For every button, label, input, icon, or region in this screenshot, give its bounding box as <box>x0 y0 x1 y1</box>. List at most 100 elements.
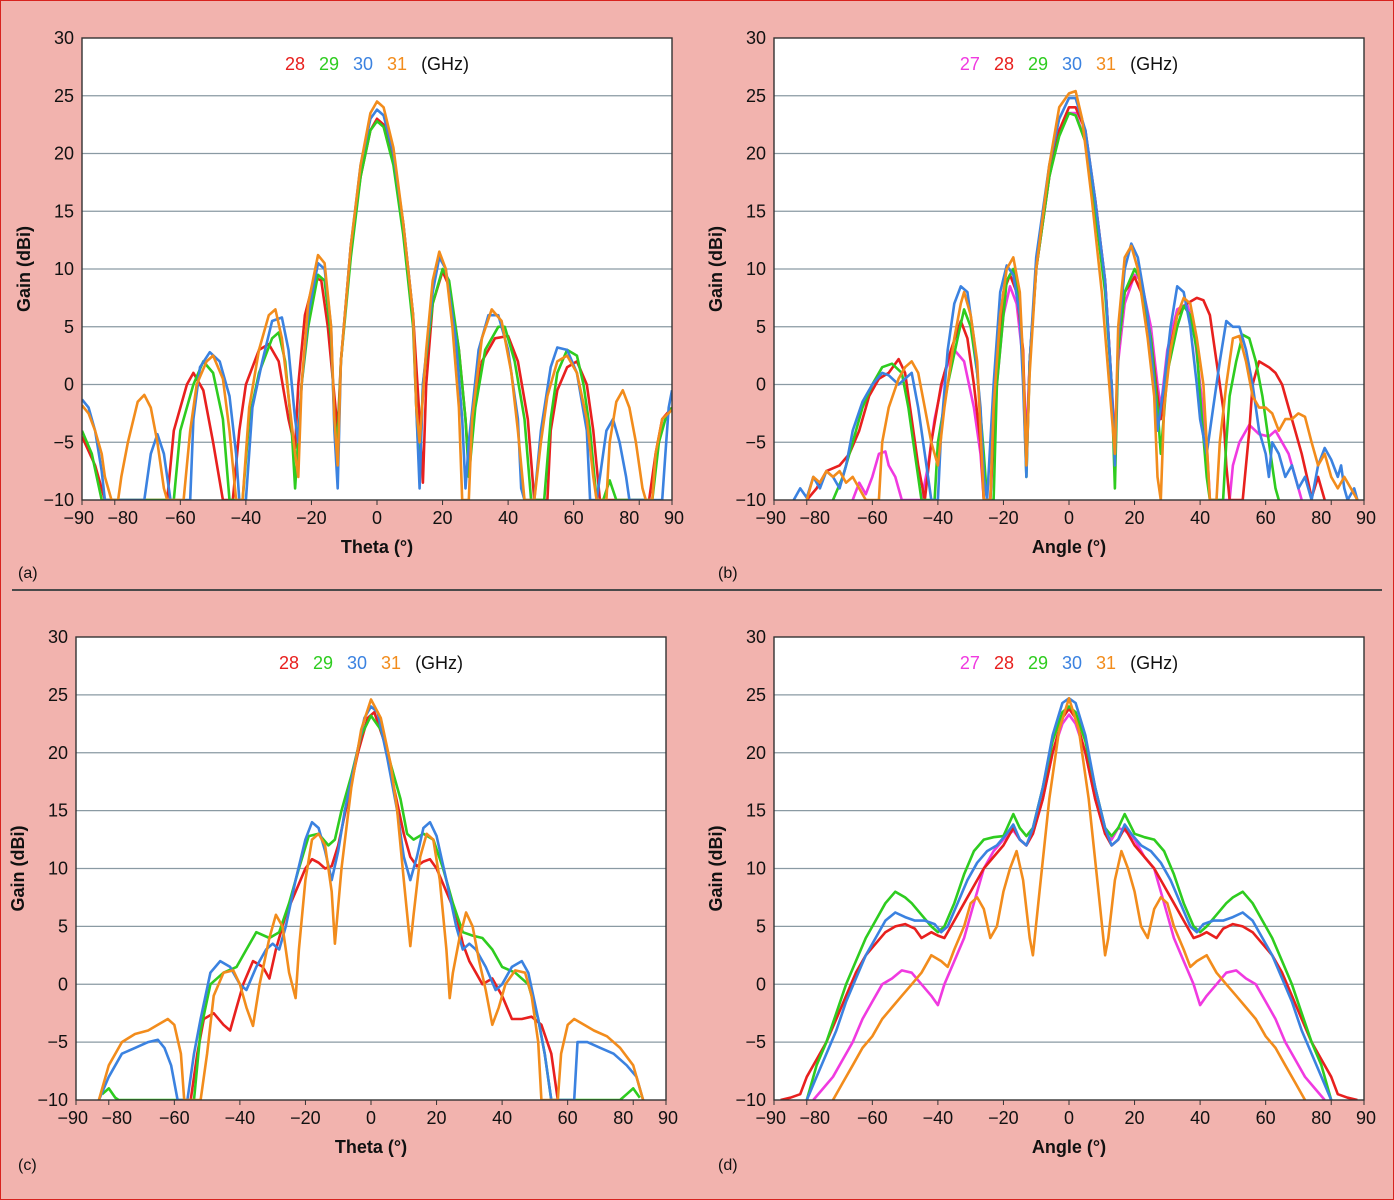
legend-item: 28 <box>994 54 1014 74</box>
y-tick-label: 20 <box>48 743 68 763</box>
series-line-28ghz <box>780 707 1358 1100</box>
legend-item: 27 <box>960 54 980 74</box>
x-tick-label: 0 <box>1064 1108 1074 1128</box>
legend-item: 29 <box>1028 54 1048 74</box>
y-tick-label: −5 <box>745 432 766 452</box>
y-tick-label: 20 <box>746 144 766 164</box>
x-tick-label: 60 <box>1256 508 1276 528</box>
y-tick-label: 5 <box>64 317 74 337</box>
x-axis-label: Theta (°) <box>341 537 413 557</box>
legend-item: 29 <box>313 653 333 673</box>
y-tick-label: −5 <box>745 1032 766 1052</box>
y-tick-label: 0 <box>756 974 766 994</box>
legend-item: 28 <box>994 653 1014 673</box>
x-tick-label: −90 <box>63 508 94 528</box>
legend-item: 30 <box>353 54 373 74</box>
x-tick-label: −40 <box>225 1108 256 1128</box>
series-line-31ghz <box>82 100 672 500</box>
legend: 27 28 29 30 31 (GHz) <box>960 653 1178 673</box>
y-tick-label: 30 <box>746 627 766 647</box>
y-tick-label: 15 <box>746 801 766 821</box>
series-line-27ghz <box>812 713 1326 1100</box>
y-tick-label: 25 <box>746 86 766 106</box>
x-tick-label: −40 <box>923 1108 954 1128</box>
x-tick-label: −90 <box>57 1108 88 1128</box>
legend-item: 30 <box>347 653 367 673</box>
x-tick-label: 90 <box>658 1108 678 1128</box>
legend-item: 31 <box>387 54 407 74</box>
x-tick-label: −40 <box>231 508 262 528</box>
legend-unit: (GHz) <box>1130 54 1178 74</box>
y-axis-label: Gain (dBi) <box>706 826 726 912</box>
x-tick-label: −90 <box>755 1108 786 1128</box>
x-tick-label: 80 <box>613 1108 633 1128</box>
x-axis-label: Angle (°) <box>1032 1137 1106 1157</box>
y-axis-label: Gain (dBi) <box>8 826 28 912</box>
x-tick-label: 0 <box>372 508 382 528</box>
y-tick-label: −10 <box>735 1090 766 1110</box>
x-tick-label: 90 <box>1356 508 1376 528</box>
y-tick-label: 0 <box>64 375 74 395</box>
y-axis-label: Gain (dBi) <box>14 226 34 312</box>
x-tick-label: 90 <box>1356 1108 1376 1128</box>
series-line-29ghz <box>805 705 1333 1100</box>
legend-item: 30 <box>1062 653 1082 673</box>
x-tick-label: −80 <box>102 1108 133 1128</box>
x-tick-label: −60 <box>159 1108 190 1128</box>
x-axis-label: Angle (°) <box>1032 537 1106 557</box>
y-tick-label: 10 <box>746 259 766 279</box>
legend-item: 29 <box>1028 653 1048 673</box>
y-tick-label: 25 <box>48 685 68 705</box>
plot-frame <box>773 37 1365 501</box>
y-tick-label: 10 <box>746 859 766 879</box>
series-line-30ghz <box>792 96 1359 500</box>
x-tick-label: 60 <box>1256 1108 1276 1128</box>
legend: 28 29 30 31 (GHz) <box>279 653 463 673</box>
x-tick-label: 80 <box>619 508 639 528</box>
panel-tag: (c) <box>18 1157 37 1174</box>
x-tick-label: −20 <box>290 1108 321 1128</box>
panel-divider <box>12 589 1382 591</box>
x-tick-label: −20 <box>988 508 1019 528</box>
y-tick-label: 15 <box>48 801 68 821</box>
x-tick-label: −60 <box>857 1108 888 1128</box>
y-tick-label: 25 <box>54 86 74 106</box>
x-tick-label: 80 <box>1311 1108 1331 1128</box>
legend-item: 28 <box>285 54 305 74</box>
x-tick-label: 0 <box>1064 508 1074 528</box>
y-tick-label: 0 <box>756 375 766 395</box>
legend-item: 31 <box>1096 54 1116 74</box>
y-tick-label: 10 <box>54 259 74 279</box>
x-axis-label: Theta (°) <box>335 1137 407 1157</box>
y-tick-label: 5 <box>756 916 766 936</box>
series-line-29ghz <box>101 714 641 1100</box>
y-tick-label: −10 <box>37 1090 68 1110</box>
legend-unit: (GHz) <box>421 54 469 74</box>
y-tick-label: 15 <box>746 201 766 221</box>
x-tick-label: −80 <box>108 508 139 528</box>
x-tick-label: 40 <box>498 508 518 528</box>
panel-tag: (b) <box>718 565 738 582</box>
x-tick-label: 20 <box>1125 508 1145 528</box>
x-tick-label: 90 <box>664 508 684 528</box>
y-tick-label: 5 <box>58 916 68 936</box>
x-tick-label: −20 <box>988 1108 1019 1128</box>
series-line-31ghz <box>831 697 1307 1100</box>
x-tick-label: 0 <box>366 1108 376 1128</box>
legend-item: 29 <box>319 54 339 74</box>
x-tick-label: −20 <box>296 508 327 528</box>
x-tick-label: 20 <box>427 1108 447 1128</box>
y-tick-label: 0 <box>58 974 68 994</box>
x-tick-label: 40 <box>492 1108 512 1128</box>
y-tick-label: 30 <box>48 627 68 647</box>
plot-frame <box>773 636 1365 1101</box>
legend-item: 31 <box>1096 653 1116 673</box>
x-tick-label: −80 <box>800 1108 831 1128</box>
legend-item: 28 <box>279 653 299 673</box>
plot-frame <box>81 37 673 501</box>
y-tick-label: 5 <box>756 317 766 337</box>
y-tick-label: −5 <box>53 432 74 452</box>
legend-unit: (GHz) <box>1130 653 1178 673</box>
